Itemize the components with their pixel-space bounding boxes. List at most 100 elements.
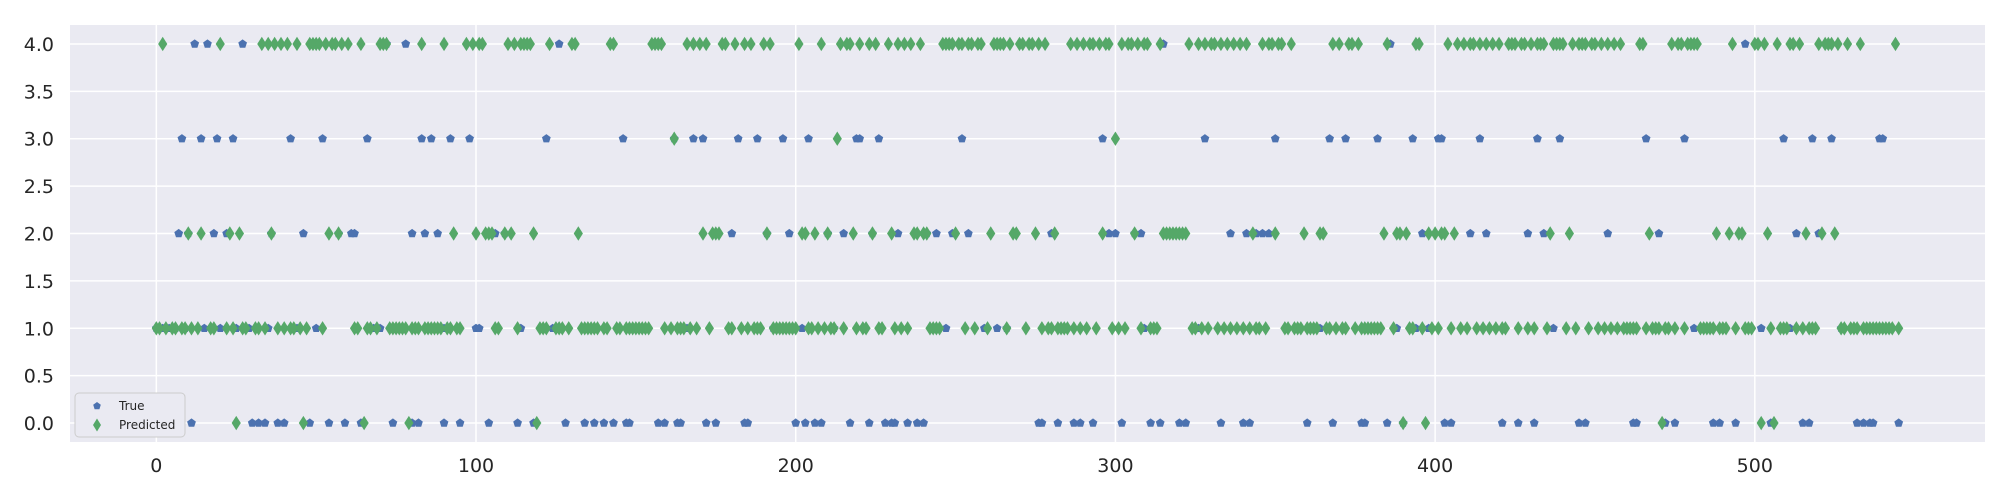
predicted-point <box>1523 321 1533 336</box>
predicted-point <box>682 36 692 52</box>
true-point <box>1360 418 1370 427</box>
predicted-point <box>1842 36 1853 52</box>
predicted-point <box>1510 36 1520 52</box>
predicted-point <box>1002 321 1012 336</box>
true-point <box>932 228 941 238</box>
predicted-point <box>273 321 283 336</box>
predicted-point <box>1759 36 1770 52</box>
true-point <box>609 418 618 427</box>
predicted-point <box>1801 226 1811 241</box>
predicted-point <box>1107 321 1117 336</box>
predicted-point <box>1072 36 1082 52</box>
true-point <box>1325 134 1334 143</box>
predicted-point <box>1241 36 1252 52</box>
predicted-point <box>1034 36 1044 52</box>
true-point <box>1440 418 1450 427</box>
predicted-point <box>1277 36 1287 52</box>
true-point <box>874 134 884 143</box>
predicted-point <box>509 36 519 52</box>
true-point <box>810 418 820 427</box>
predicted-point <box>1238 321 1248 336</box>
true-point <box>1756 323 1766 332</box>
predicted-point <box>966 36 977 52</box>
predicted-point <box>1267 36 1277 52</box>
predicted-point <box>270 36 280 52</box>
true-point <box>1226 228 1235 238</box>
predicted-point <box>1612 321 1622 336</box>
predicted-point <box>906 36 916 52</box>
predicted-point <box>1484 321 1495 336</box>
predicted-point <box>353 321 363 336</box>
predicted-point <box>1830 226 1840 241</box>
predicted-point <box>1129 226 1140 241</box>
predicted-point <box>592 321 603 336</box>
predicted-point <box>986 226 996 241</box>
predicted-point <box>1094 36 1105 52</box>
true-point <box>599 418 609 427</box>
predicted-point <box>890 321 900 336</box>
true-point <box>791 418 801 427</box>
true-point <box>1341 134 1350 143</box>
true-point <box>196 134 206 143</box>
predicted-point <box>957 36 967 52</box>
true-point <box>912 418 922 427</box>
predicted-point <box>1481 36 1491 52</box>
true-point <box>215 323 225 332</box>
predicted-point <box>1571 321 1581 336</box>
predicted-point <box>1654 321 1664 336</box>
predicted-point <box>1021 321 1031 336</box>
predicted-point <box>1117 36 1127 52</box>
predicted-point <box>1155 36 1165 52</box>
true-point <box>513 418 522 427</box>
true-point <box>420 228 430 238</box>
predicted-point <box>1558 36 1568 52</box>
predicted-point <box>1711 226 1722 241</box>
predicted-point <box>730 36 740 52</box>
predicted-point <box>1561 321 1571 336</box>
predicted-point <box>887 226 897 241</box>
predicted-point <box>800 226 810 241</box>
true-point <box>1328 418 1338 427</box>
predicted-point <box>564 321 574 336</box>
true-point <box>286 134 295 143</box>
predicted-point <box>1126 36 1137 52</box>
predicted-point <box>298 415 308 431</box>
predicted-point <box>1526 36 1536 52</box>
predicted-point <box>698 226 708 241</box>
true-point <box>1779 134 1788 143</box>
predicted-point <box>1724 226 1734 241</box>
predicted-point <box>1353 36 1363 52</box>
predicted-point <box>1283 321 1293 336</box>
predicted-point <box>471 226 481 241</box>
true-point <box>465 134 474 143</box>
true-point <box>1111 228 1120 238</box>
predicted-point <box>823 226 833 241</box>
predicted-point <box>1766 321 1776 336</box>
predicted-point <box>1794 36 1805 52</box>
true-point <box>1852 418 1862 427</box>
predicted-point <box>1894 321 1904 336</box>
predicted-point <box>727 321 737 336</box>
predicted-point <box>1270 226 1280 241</box>
predicted-point <box>222 321 232 336</box>
true-point <box>407 228 417 238</box>
predicted-point <box>1203 321 1213 336</box>
true-point <box>618 134 628 143</box>
predicted-point <box>1091 321 1101 336</box>
predicted-point <box>1456 321 1466 336</box>
predicted-point <box>1890 36 1901 52</box>
predicted-point <box>1667 36 1677 52</box>
true-point <box>893 228 903 238</box>
y-tick-label: 0.0 <box>24 413 54 435</box>
true-point <box>1437 134 1446 143</box>
legend-label: Predicted <box>119 418 175 432</box>
true-point <box>964 228 973 238</box>
predicted-point <box>1731 321 1741 336</box>
predicted-point <box>947 36 957 52</box>
predicted-point <box>1181 226 1191 241</box>
predicted-point <box>528 226 539 241</box>
true-point <box>1740 39 1750 48</box>
predicted-point <box>608 36 619 52</box>
true-point <box>254 418 263 427</box>
